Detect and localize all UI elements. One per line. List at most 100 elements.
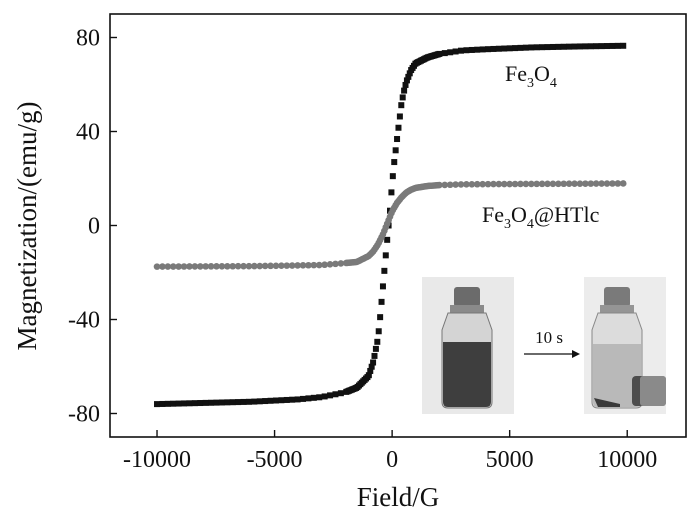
data-point	[256, 262, 264, 270]
y-tick-label: 40	[76, 120, 100, 146]
data-point	[406, 70, 413, 77]
data-point	[565, 180, 573, 188]
data-point	[511, 180, 519, 188]
data-point	[224, 399, 231, 406]
series-label-fe3o4-htlc: Fe3O4@HTlc	[482, 202, 600, 232]
data-point	[213, 263, 220, 270]
data-point	[240, 262, 247, 270]
y-tick-label: -80	[68, 402, 100, 428]
x-tick-label: 5000	[486, 447, 534, 473]
data-point	[169, 263, 177, 270]
data-point	[401, 87, 408, 94]
data-point	[396, 113, 403, 120]
y-tick-label: 0	[88, 214, 100, 240]
data-point	[604, 43, 611, 50]
data-point	[517, 44, 524, 51]
data-point	[154, 401, 161, 408]
data-point	[374, 338, 381, 345]
data-point	[566, 43, 573, 50]
data-point	[261, 262, 269, 270]
data-point	[305, 261, 312, 269]
data-point	[377, 314, 384, 321]
data-point	[272, 262, 280, 270]
data-point	[278, 262, 285, 270]
data-point	[327, 392, 334, 399]
data-point	[593, 43, 600, 50]
data-point	[598, 180, 605, 187]
data-point	[181, 400, 188, 407]
data-point	[321, 393, 328, 400]
data-point	[500, 180, 508, 188]
data-point	[394, 136, 401, 143]
data-point	[587, 43, 594, 50]
data-point	[186, 400, 193, 407]
data-point	[560, 43, 567, 50]
data-point	[283, 262, 291, 269]
data-point	[332, 391, 339, 398]
data-point	[402, 81, 409, 88]
data-point	[506, 180, 513, 188]
data-point	[582, 180, 589, 187]
data-point	[278, 397, 285, 404]
data-point	[571, 180, 578, 187]
data-point	[452, 181, 459, 188]
data-point	[587, 180, 595, 187]
data-point	[218, 263, 226, 270]
data-point	[180, 263, 188, 270]
data-point	[403, 77, 410, 84]
data-point	[544, 180, 551, 188]
data-point	[283, 396, 290, 403]
data-point	[370, 359, 377, 366]
axis-ticks: -10000 -5000 0 5000 10000 -80 -40 0 40 80	[68, 26, 657, 474]
data-point	[506, 45, 513, 52]
data-point	[289, 396, 296, 403]
data-point	[582, 43, 589, 50]
data-point	[213, 399, 220, 406]
data-point	[517, 180, 524, 188]
data-point	[288, 262, 296, 269]
data-point	[310, 394, 317, 401]
data-point	[294, 262, 301, 269]
data-point	[321, 261, 328, 269]
data-point	[191, 400, 198, 407]
data-point	[479, 180, 486, 188]
data-point	[175, 400, 182, 407]
data-point	[388, 189, 395, 196]
data-point	[197, 400, 204, 407]
data-point	[175, 263, 182, 270]
inset-arrow	[524, 350, 580, 358]
data-point	[614, 42, 621, 49]
data-point	[326, 261, 334, 268]
data-point	[399, 94, 406, 101]
data-point	[196, 263, 204, 270]
data-point	[436, 181, 443, 189]
data-point	[229, 399, 236, 406]
data-point	[371, 352, 378, 359]
data-point	[522, 180, 530, 188]
data-point	[539, 44, 546, 51]
data-point	[490, 180, 497, 188]
data-point	[382, 252, 389, 259]
data-point	[170, 400, 177, 407]
data-point	[208, 399, 215, 406]
data-point	[446, 181, 454, 189]
data-point	[224, 262, 231, 270]
data-point	[576, 180, 584, 187]
data-point	[463, 181, 470, 188]
y-tick-label: -40	[68, 308, 100, 334]
data-point	[485, 46, 492, 53]
data-point	[368, 363, 375, 370]
data-point	[441, 50, 448, 57]
data-point	[468, 46, 475, 53]
data-point	[251, 262, 258, 270]
data-point	[533, 44, 540, 51]
data-point	[191, 263, 199, 270]
data-point	[234, 262, 242, 270]
inset-photo-after	[584, 277, 666, 414]
data-point	[549, 43, 556, 50]
data-point	[229, 262, 237, 270]
data-point	[452, 48, 459, 55]
data-point	[473, 180, 481, 188]
data-point	[218, 399, 225, 406]
data-point	[372, 345, 379, 352]
